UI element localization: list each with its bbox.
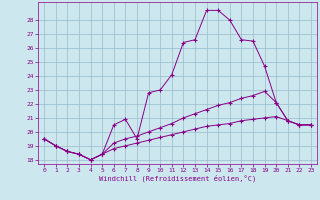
X-axis label: Windchill (Refroidissement éolien,°C): Windchill (Refroidissement éolien,°C)	[99, 175, 256, 182]
